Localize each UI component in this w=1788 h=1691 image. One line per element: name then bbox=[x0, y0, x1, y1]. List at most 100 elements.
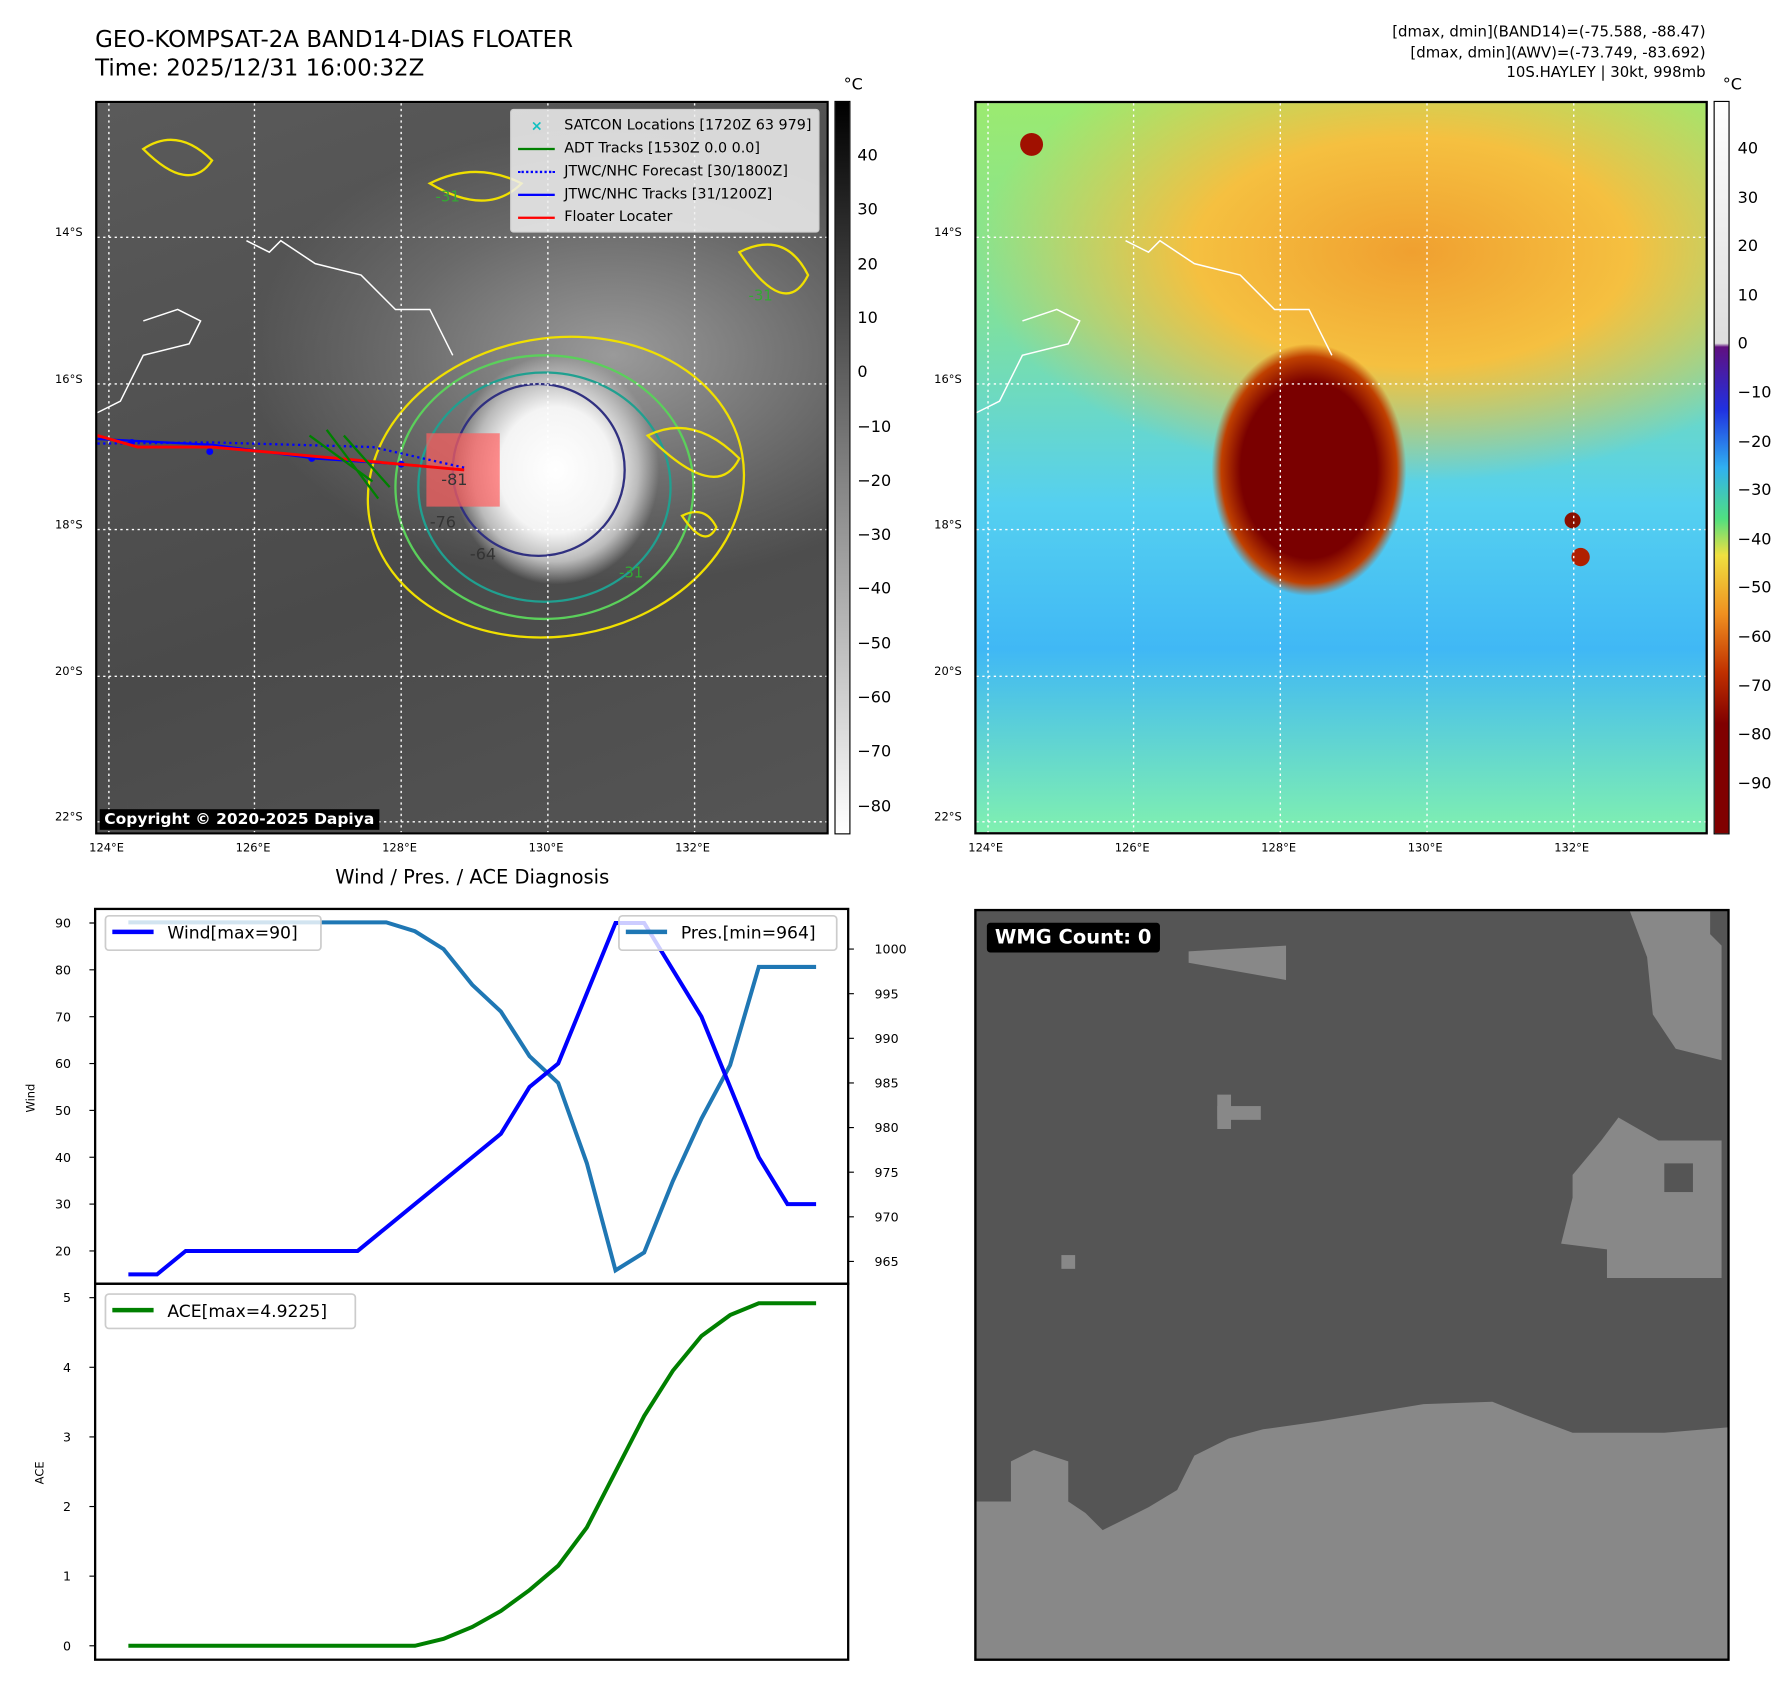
ace-tick-label: 5 bbox=[63, 1290, 71, 1305]
time-line: Time: 2025/12/31 16:00:32Z bbox=[95, 53, 425, 82]
colorbar1-tick: 20 bbox=[857, 255, 878, 274]
legend-tracks: JTWC/NHC Tracks [31/1200Z] bbox=[518, 182, 811, 205]
wmg-map bbox=[976, 911, 1728, 1659]
legend-wind-text: Wind[max=90] bbox=[167, 924, 297, 944]
svg-text:-31: -31 bbox=[436, 188, 460, 206]
colorbar2-tick: −40 bbox=[1737, 530, 1772, 549]
wind-tick-label: 30 bbox=[55, 1197, 71, 1212]
map2-overlay bbox=[976, 103, 1706, 833]
lat-label: 14°S bbox=[55, 226, 83, 240]
pressure-tick-label: 975 bbox=[875, 1165, 899, 1180]
pressure-tick-label: 965 bbox=[875, 1254, 899, 1269]
ace-tick-label: 1 bbox=[63, 1569, 71, 1584]
colorbar1-tick: −10 bbox=[857, 417, 892, 437]
ace-axis-label: ACE bbox=[33, 1461, 47, 1484]
floater-track bbox=[97, 434, 465, 472]
legend-satcon: × SATCON Locations [1720Z 63 979] bbox=[530, 115, 812, 134]
colorbar1-tick: −50 bbox=[857, 634, 892, 653]
colorbar1-tick: 0 bbox=[857, 363, 868, 382]
ace-tick-label: 0 bbox=[63, 1638, 71, 1653]
lon-label: 126°E bbox=[235, 842, 271, 856]
lon-label: 132°E bbox=[675, 842, 710, 856]
colorbar2-tick: −20 bbox=[1737, 432, 1772, 452]
legend-pressure-box bbox=[618, 914, 838, 952]
stats-text: [dmax, dmin](BAND14)=(-75.588, -88.47) [… bbox=[1392, 23, 1705, 83]
pressure-tick-label: 990 bbox=[875, 1031, 899, 1046]
colorbar2-tick: −50 bbox=[1737, 579, 1772, 598]
wind-tick-label: 90 bbox=[55, 916, 71, 931]
svg-text:-31: -31 bbox=[619, 564, 643, 582]
wind-tick-label: 60 bbox=[55, 1056, 71, 1071]
colorbar2-unit: °C bbox=[1722, 75, 1742, 94]
ace-axes bbox=[93, 1282, 850, 1661]
lon-label: 130°E bbox=[528, 842, 564, 856]
lat-label: 22°S bbox=[934, 811, 962, 825]
pressure-tick-label: 995 bbox=[875, 986, 899, 1001]
lat-label: 20°S bbox=[55, 665, 83, 679]
diagnosis-charts: 9080706050403020100099599098598097597096… bbox=[23, 907, 907, 1661]
pressure-tick-label: 985 bbox=[875, 1076, 899, 1091]
copyright-badge: Copyright © 2020-2025 Dapiya bbox=[99, 809, 379, 830]
lon-label: 126°E bbox=[1114, 842, 1150, 856]
colorbar2-tick: −90 bbox=[1737, 774, 1772, 793]
colorbar1-tick: −70 bbox=[857, 743, 892, 762]
colorbar1-tick: 30 bbox=[857, 200, 878, 220]
colorbar1-tick: 40 bbox=[857, 146, 878, 166]
wind-tick-label: 40 bbox=[55, 1150, 71, 1165]
legend-pressure-text: Pres.[min=964] bbox=[681, 924, 816, 944]
band14-range: [dmax, dmin](BAND14)=(-75.588, -88.47) bbox=[1392, 24, 1706, 42]
chart-title: Wind / Pres. / ACE Diagnosis bbox=[335, 866, 610, 890]
wind-tick-label: 20 bbox=[55, 1244, 71, 1259]
colorbar2-tick: 20 bbox=[1737, 237, 1759, 256]
colorbar1-tick: −80 bbox=[857, 797, 892, 816]
colorbar2-tick: −10 bbox=[1737, 383, 1772, 403]
lon-label: 124°E bbox=[968, 842, 1004, 856]
ir-grayscale-map: -81 -76 -64 -31 -31 -31 × SATCON Location… bbox=[95, 100, 829, 835]
ace-tick-label: 2 bbox=[63, 1499, 71, 1514]
ace-line bbox=[128, 1301, 817, 1648]
pressure-line bbox=[128, 920, 817, 1274]
colorbar2-tick: −30 bbox=[1737, 481, 1772, 500]
svg-text:-76: -76 bbox=[430, 512, 456, 531]
colorbar1-tick: −20 bbox=[857, 472, 892, 491]
lat-label: 16°S bbox=[934, 373, 962, 386]
legend-adt: ADT Tracks [1530Z 0.0 0.0] bbox=[518, 136, 811, 159]
awv-color-map bbox=[974, 100, 1708, 835]
lat-label: 16°S bbox=[55, 373, 83, 386]
adt-track bbox=[308, 429, 391, 500]
wind-line bbox=[128, 920, 817, 1277]
colorbar2-tick: 0 bbox=[1737, 335, 1748, 354]
wind-tick-label: 70 bbox=[55, 1009, 71, 1024]
colorbar1-tick: −60 bbox=[857, 688, 892, 708]
lon-label: 130°E bbox=[1407, 842, 1443, 856]
colorbar-unit: °C bbox=[843, 75, 863, 94]
pressure-tick-label: 970 bbox=[875, 1209, 899, 1224]
legend-ace-box bbox=[104, 1293, 357, 1330]
svg-text:-81: -81 bbox=[441, 470, 467, 489]
map-legend: × SATCON Locations [1720Z 63 979] ADT Tra… bbox=[510, 108, 820, 233]
colorbar2-tick: 10 bbox=[1737, 286, 1759, 305]
lon-label: 128°E bbox=[382, 842, 417, 856]
lon-label: 132°E bbox=[1554, 842, 1590, 856]
svg-text:-31: -31 bbox=[748, 286, 772, 304]
lat-label: 18°S bbox=[55, 519, 83, 533]
colorbar2-tick: 40 bbox=[1737, 139, 1759, 159]
wmg-panel: WMG Count: 0 bbox=[974, 908, 1730, 1661]
colorbar-gray bbox=[834, 100, 851, 835]
pressure-tick-label: 980 bbox=[875, 1120, 899, 1135]
lat-label: 14°S bbox=[934, 226, 962, 240]
legend-ace-text: ACE[max=4.9225] bbox=[167, 1302, 327, 1322]
title-line: GEO-KOMPSAT-2A BAND14-DIAS FLOATER bbox=[95, 25, 574, 53]
wind-tick-label: 80 bbox=[55, 962, 71, 977]
legend-wind-box bbox=[104, 914, 322, 952]
storm-info: 10S.HAYLEY | 30kt, 998mb bbox=[1506, 64, 1706, 82]
awv-range: [dmax, dmin](AWV)=(-73.749, -83.692) bbox=[1410, 44, 1706, 62]
ace-tick-label: 3 bbox=[63, 1429, 71, 1444]
colorbar-awv bbox=[1713, 100, 1730, 835]
wind-tick-label: 50 bbox=[55, 1103, 71, 1118]
wind-axis-label: Wind bbox=[23, 1084, 37, 1113]
ace-tick-label: 4 bbox=[63, 1360, 71, 1375]
lat-label: 18°S bbox=[934, 519, 962, 533]
legend-floater: Floater Locater bbox=[518, 205, 811, 228]
